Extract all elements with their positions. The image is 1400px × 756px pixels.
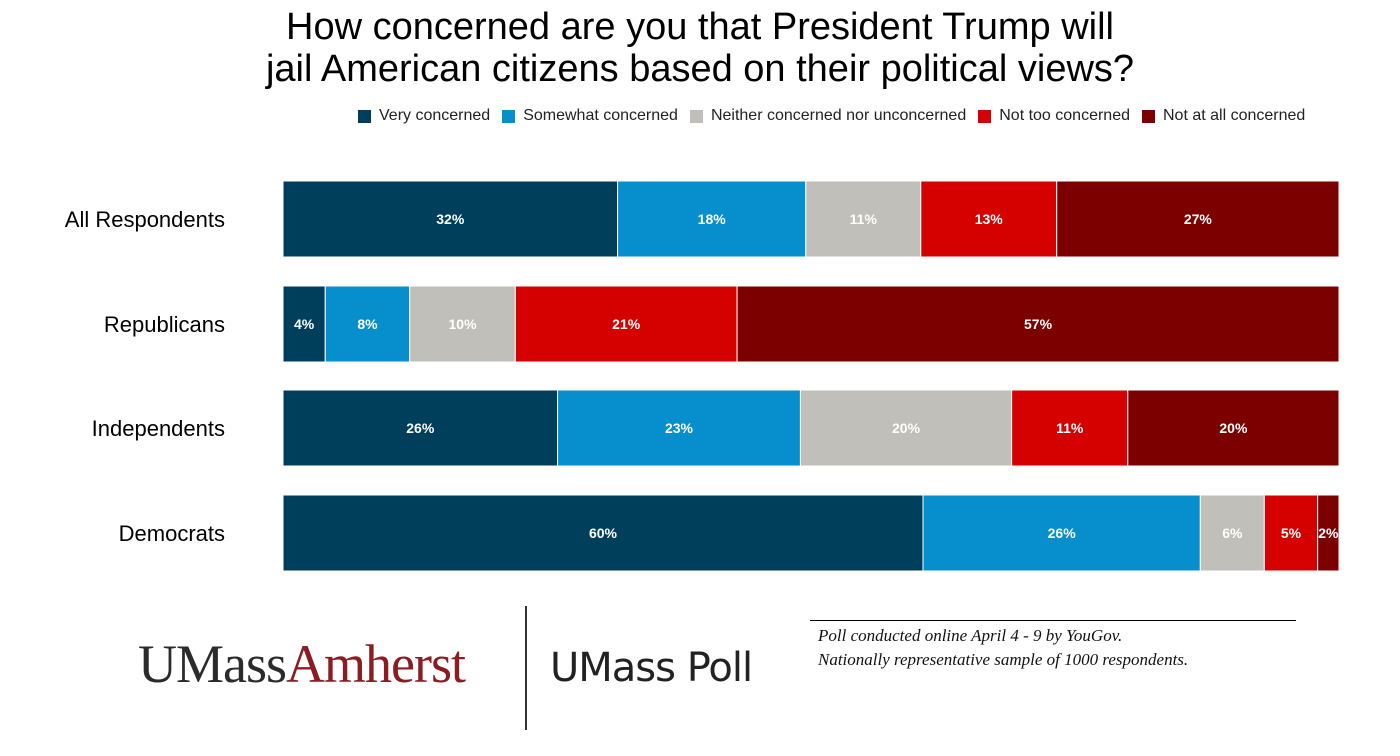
category-label-republicans: Republicans — [104, 312, 225, 337]
data-label-independents-1: 23% — [665, 420, 694, 436]
data-label-all-respondents-1: 18% — [698, 211, 727, 227]
data-label-independents-3: 11% — [1056, 420, 1084, 436]
legend-label: Not too concerned — [999, 107, 1130, 124]
data-label-democrats-2: 6% — [1222, 525, 1243, 541]
footnote-rule — [810, 620, 1296, 621]
bar-segment-independents-4 — [1127, 389, 1340, 467]
bar-segment-republicans-4 — [736, 285, 1340, 363]
data-label-all-respondents-4: 27% — [1184, 211, 1213, 227]
data-label-independents-2: 20% — [892, 420, 921, 436]
stacked-bar-chart: All Respondents 32% 18% 11% 13% 27% Republican… — [65, 180, 1340, 572]
legend-item-not-too-concerned: Not too concerned — [978, 107, 1130, 125]
data-label-all-respondents-2: 11% — [850, 211, 878, 227]
legend-label: Not at all concerned — [1162, 107, 1306, 124]
title-line-1: How concerned are you that President Tru… — [286, 6, 1114, 48]
legend-label: Neither concerned nor unconcerned — [710, 107, 967, 124]
poll-name: UMass Poll — [550, 645, 753, 691]
bar-segment-independents-0 — [282, 389, 559, 467]
data-label-independents-0: 26% — [406, 420, 435, 436]
bar-segment-democrats-1 — [922, 494, 1201, 572]
legend-swatch — [502, 109, 516, 123]
data-label-republicans-4: 57% — [1024, 316, 1053, 332]
legend-swatch — [358, 109, 371, 123]
bar-segment-republicans-1 — [324, 285, 411, 363]
bar-segment-republicans-2 — [409, 285, 516, 363]
title-line-2: jail American citizens based on their po… — [265, 48, 1135, 90]
footnote: Poll conducted online April 4 - 9 by You… — [818, 624, 1188, 672]
chart-legend: Very concerned Somewhat concerned Neithe… — [358, 106, 1317, 126]
bar-segment-all-respondents-0 — [282, 180, 619, 258]
legend-label: Somewhat concerned — [523, 107, 678, 124]
bar-segment-all-respondents-3 — [920, 180, 1058, 258]
legend-swatch — [1141, 109, 1155, 123]
legend-label: Very concerned — [379, 107, 491, 124]
umass-amherst-logo: UMassAmherst — [138, 632, 466, 696]
logo-umass-text: UMass — [138, 634, 287, 694]
data-label-democrats-4: 2% — [1318, 525, 1339, 541]
bar-segment-independents-2 — [799, 389, 1013, 467]
legend-swatch — [689, 109, 703, 123]
data-label-democrats-3: 5% — [1281, 525, 1302, 541]
bar-segment-all-respondents-4 — [1056, 180, 1340, 258]
category-label-democrats: Democrats — [119, 521, 225, 546]
bar-segment-independents-3 — [1011, 389, 1129, 467]
chart-title: How concerned are you that President Tru… — [0, 6, 1400, 90]
footnote-line-2: Nationally representative sample of 1000… — [818, 650, 1189, 669]
bar-segment-all-respondents-2 — [805, 180, 922, 258]
logo-divider — [525, 606, 527, 730]
data-label-republicans-0: 4% — [294, 316, 315, 332]
bar-segment-democrats-4 — [1317, 494, 1340, 572]
data-label-republicans-1: 8% — [357, 316, 378, 332]
logo-amherst-text: Amherst — [286, 634, 466, 694]
bar-segment-republicans-3 — [514, 285, 738, 363]
category-label-all-respondents: All Respondents — [65, 207, 225, 232]
data-label-democrats-0: 60% — [589, 525, 618, 541]
bar-segment-democrats-0 — [282, 494, 924, 572]
bar-segment-democrats-3 — [1263, 494, 1319, 572]
data-label-all-respondents-3: 13% — [975, 211, 1004, 227]
data-label-republicans-3: 21% — [612, 316, 641, 332]
legend-item-somewhat-concerned: Somewhat concerned — [502, 107, 678, 125]
data-label-republicans-2: 10% — [449, 316, 478, 332]
legend-item-not-at-all-concerned: Not at all concerned — [1141, 107, 1306, 125]
data-label-independents-4: 20% — [1219, 420, 1248, 436]
category-label-independents: Independents — [92, 416, 225, 441]
legend-item-neither: Neither concerned nor unconcerned — [689, 107, 967, 125]
legend-item-very-concerned: Very concerned — [358, 107, 490, 125]
bar-segment-independents-1 — [557, 389, 801, 467]
data-label-democrats-1: 26% — [1048, 525, 1077, 541]
bar-segment-democrats-2 — [1199, 494, 1265, 572]
legend-swatch — [978, 109, 992, 123]
bar-segment-republicans-0 — [282, 285, 326, 363]
footnote-line-1: Poll conducted online April 4 - 9 by You… — [818, 626, 1123, 645]
data-label-all-respondents-0: 32% — [436, 211, 465, 227]
